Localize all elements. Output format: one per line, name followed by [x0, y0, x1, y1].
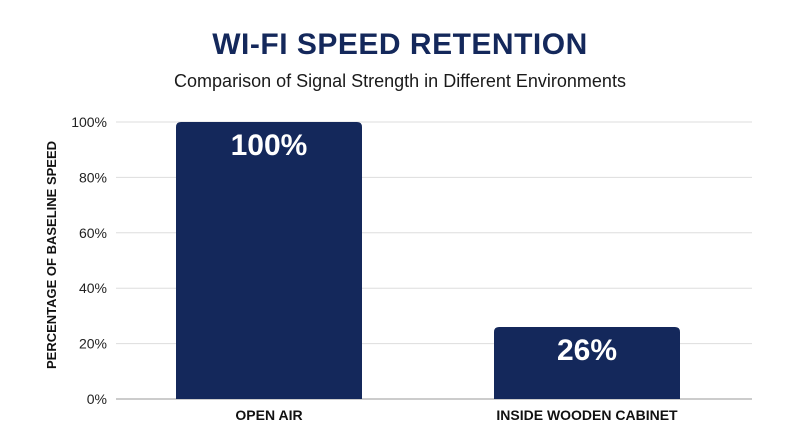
y-tick-label: 100%: [71, 114, 107, 130]
y-tick-label: 60%: [79, 225, 107, 241]
y-axis-label: PERCENTAGE OF BASELINE SPEED: [44, 141, 59, 369]
chart-title: WI-FI SPEED RETENTION: [212, 28, 588, 61]
y-axis-ticks: 0% 20% 40% 60% 80% 100%: [71, 114, 107, 407]
x-category-label: OPEN AIR: [235, 407, 302, 423]
y-tick-label: 80%: [79, 169, 107, 185]
bars: 100% 26%: [176, 122, 680, 399]
bar-inside-wooden-cabinet: [494, 326, 680, 399]
y-tick-label: 40%: [79, 280, 107, 296]
x-category-label: INSIDE WOODEN CABINET: [496, 407, 678, 423]
bar-open-air: [176, 122, 362, 399]
y-tick-label: 0%: [87, 391, 107, 407]
y-tick-label: 20%: [79, 336, 107, 352]
data-label: 100%: [231, 129, 308, 162]
chart-subtitle: Comparison of Signal Strength in Differe…: [174, 71, 626, 91]
x-axis-categories: OPEN AIR INSIDE WOODEN CABINET: [235, 407, 678, 423]
data-label: 26%: [557, 334, 617, 367]
